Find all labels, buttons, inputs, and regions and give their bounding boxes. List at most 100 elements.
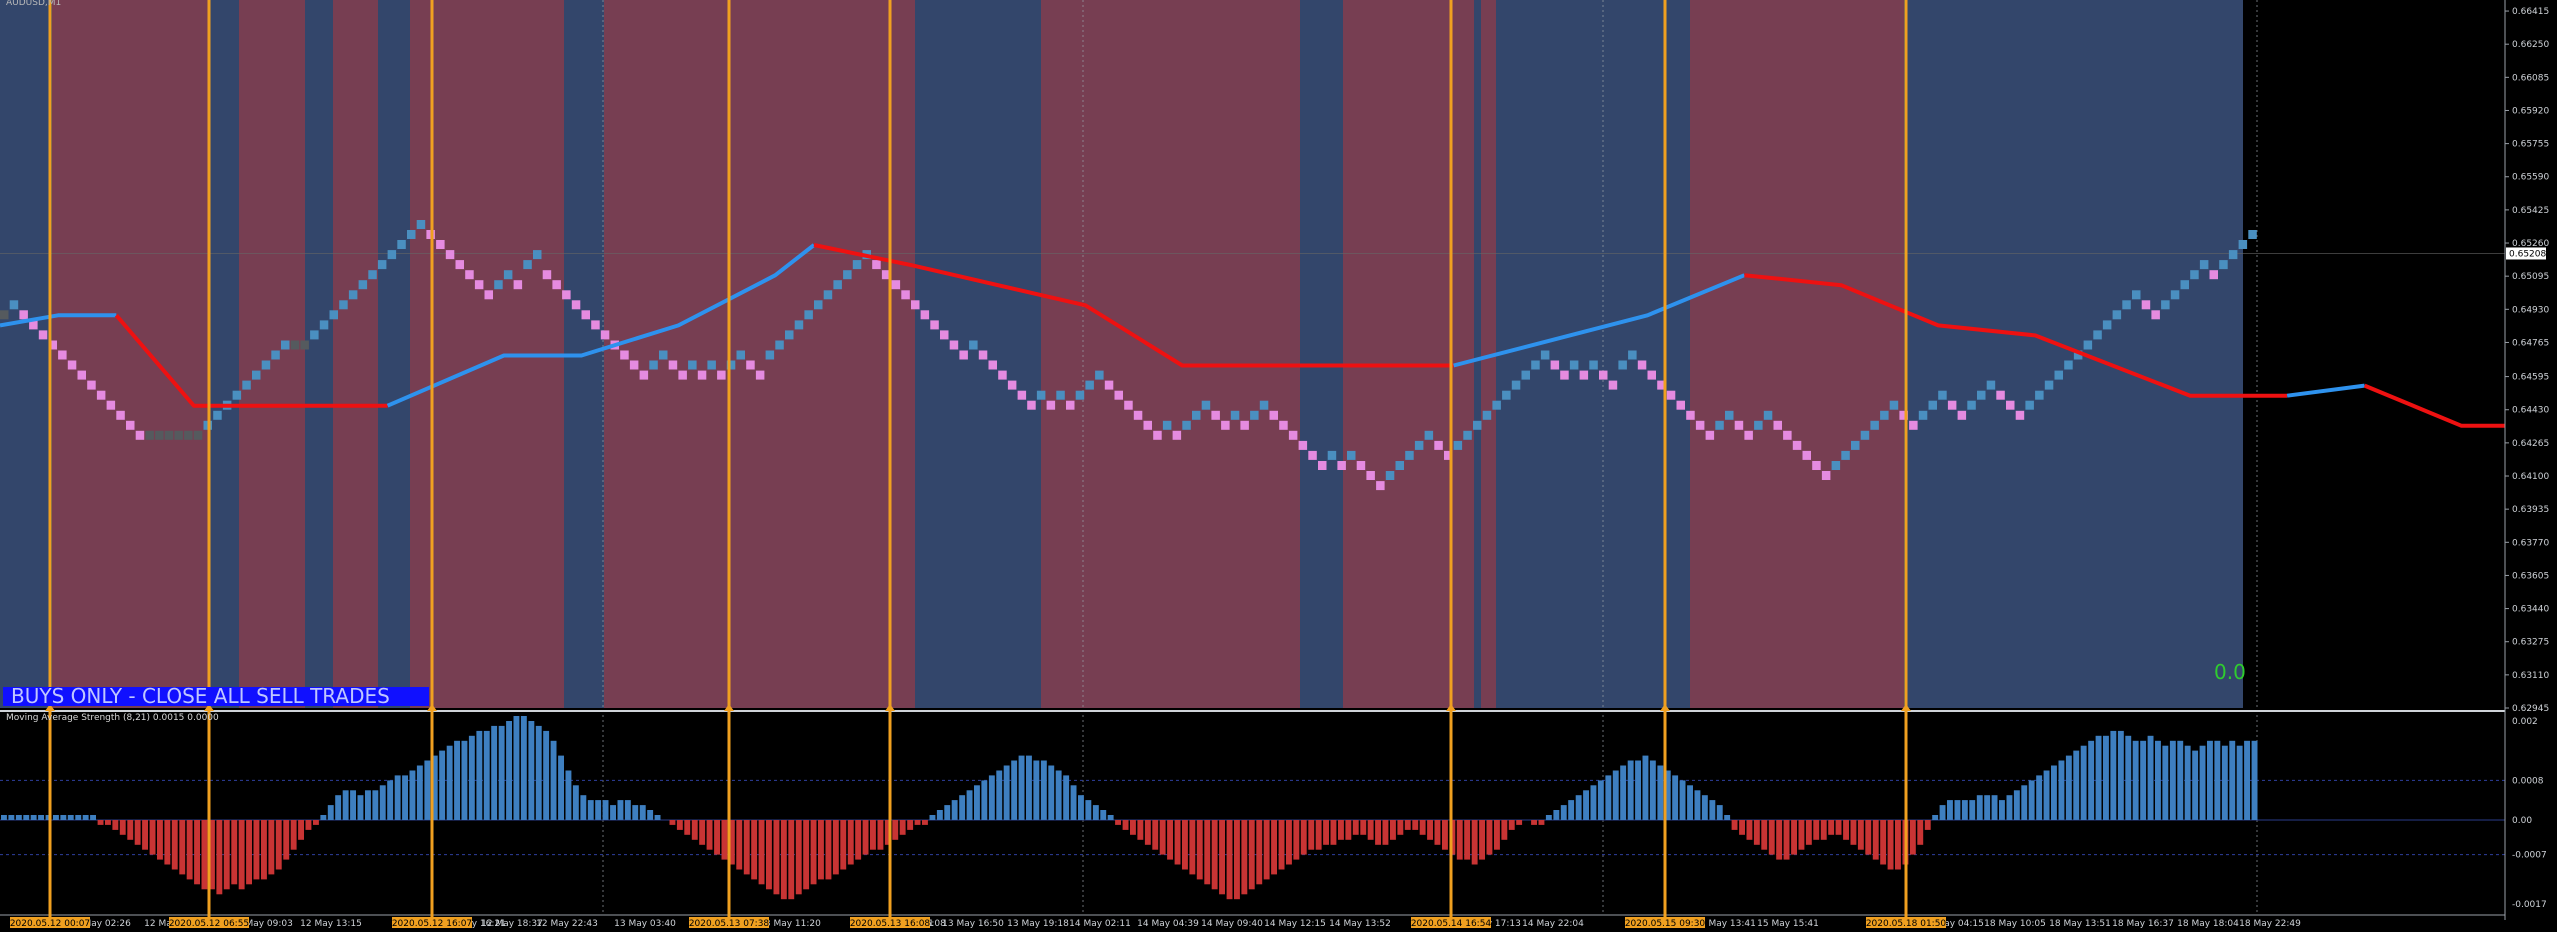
renko-brick [1783,430,1792,440]
sell-zone [1690,0,1904,708]
positive-bar [1583,790,1589,820]
renko-brick [1899,410,1908,420]
renko-brick [474,280,484,290]
negative-bar [1531,820,1537,825]
renko-brick [2102,320,2112,330]
renko-brick [562,290,571,300]
negative-bar [1174,820,1181,865]
positive-bar [974,785,980,820]
negative-bar [1271,820,1277,875]
renko-brick [377,260,387,270]
time-label: 18 May 16:37 [2112,919,2174,929]
renko-brick [1657,380,1666,390]
renko-brick [794,320,804,330]
renko-brick [0,310,9,320]
time-label: 12 May 09:03 [231,919,293,929]
negative-bar [1367,820,1374,840]
renko-brick [765,350,775,360]
positive-bar [38,815,44,820]
time-label: 18 May 10:05 [1984,919,2046,929]
renko-brick [649,360,658,370]
positive-bar [30,815,37,820]
positive-bar [1627,760,1634,820]
negative-bar [1144,820,1151,845]
positive-bar [394,775,401,820]
renko-brick [2044,380,2054,390]
time-label: 13 May 19:18 [1007,919,1069,929]
positive-bar [2214,740,2221,820]
renko-brick [911,300,920,310]
renko-brick [1308,450,1317,460]
renko-brick [1792,440,1802,450]
time-label: 14 May 22:04 [1522,919,1584,929]
negative-bar [1308,820,1315,850]
negative-bar [870,820,876,850]
renko-brick [9,300,19,310]
negative-bar [899,820,906,835]
up-trend-line [2286,383,2365,398]
renko-brick [552,280,561,290]
positive-bar [535,725,542,820]
negative-bar [1300,820,1307,855]
positive-bar [1545,815,1552,820]
renko-brick [1085,380,1094,390]
positive-bar [2125,735,2132,820]
negative-bar [773,820,780,895]
positive-bar [2169,740,2176,820]
renko-brick [290,340,300,350]
renko-brick [348,290,358,300]
positive-bar [1055,770,1062,820]
renko-brick [1124,400,1133,410]
negative-bar [1122,820,1129,830]
signal-arrow [724,704,734,711]
renko-brick [358,280,368,290]
positive-bar [416,765,423,820]
negative-bar [1293,820,1300,860]
up-trend-line [0,313,117,328]
positive-bar [2051,765,2057,820]
positive-bar [409,770,416,820]
renko-brick [397,240,406,249]
renko-brick [969,340,978,350]
renko-brick [1434,440,1443,450]
renko-brick [1162,420,1172,430]
renko-brick [1511,380,1521,390]
buy-zone [305,0,333,708]
price-tick-label: 0.66250 [2512,40,2549,50]
positive-bar [654,815,661,820]
negative-bar [1516,820,1523,825]
negative-bar [1167,820,1173,860]
positive-bar [2192,750,2199,820]
renko-brick [1376,481,1385,491]
positive-bar [944,805,951,820]
time-label: 13 May 03:40 [614,919,676,929]
price-tick-label: 0.65920 [2512,106,2549,116]
signal-time-box [1866,917,1946,928]
renko-brick [620,350,629,360]
renko-brick [1521,370,1530,380]
positive-bar [2162,745,2169,820]
signal-time-box [1625,917,1705,928]
positive-bar [372,790,379,820]
renko-brick [736,350,745,360]
positive-bar [15,815,22,820]
positive-bar [2088,740,2095,820]
renko-brick [688,360,697,370]
positive-bar [1991,795,1998,820]
renko-brick [1579,370,1589,380]
negative-bar [119,820,126,835]
negative-bar [736,820,743,870]
renko-brick [2122,300,2131,310]
positive-bar [82,815,89,820]
buy-zone [915,0,1041,708]
negative-bar [803,820,810,890]
negative-bar [1456,820,1463,860]
renko-brick [2219,260,2228,270]
renko-brick [164,430,174,440]
positive-bar [1687,785,1693,820]
signal-arrow [1446,704,1456,711]
indicator-tick-label: 0.002 [2512,717,2538,727]
trend-zones [0,0,2243,708]
negative-bar [1486,820,1493,855]
positive-bar [1694,790,1701,820]
